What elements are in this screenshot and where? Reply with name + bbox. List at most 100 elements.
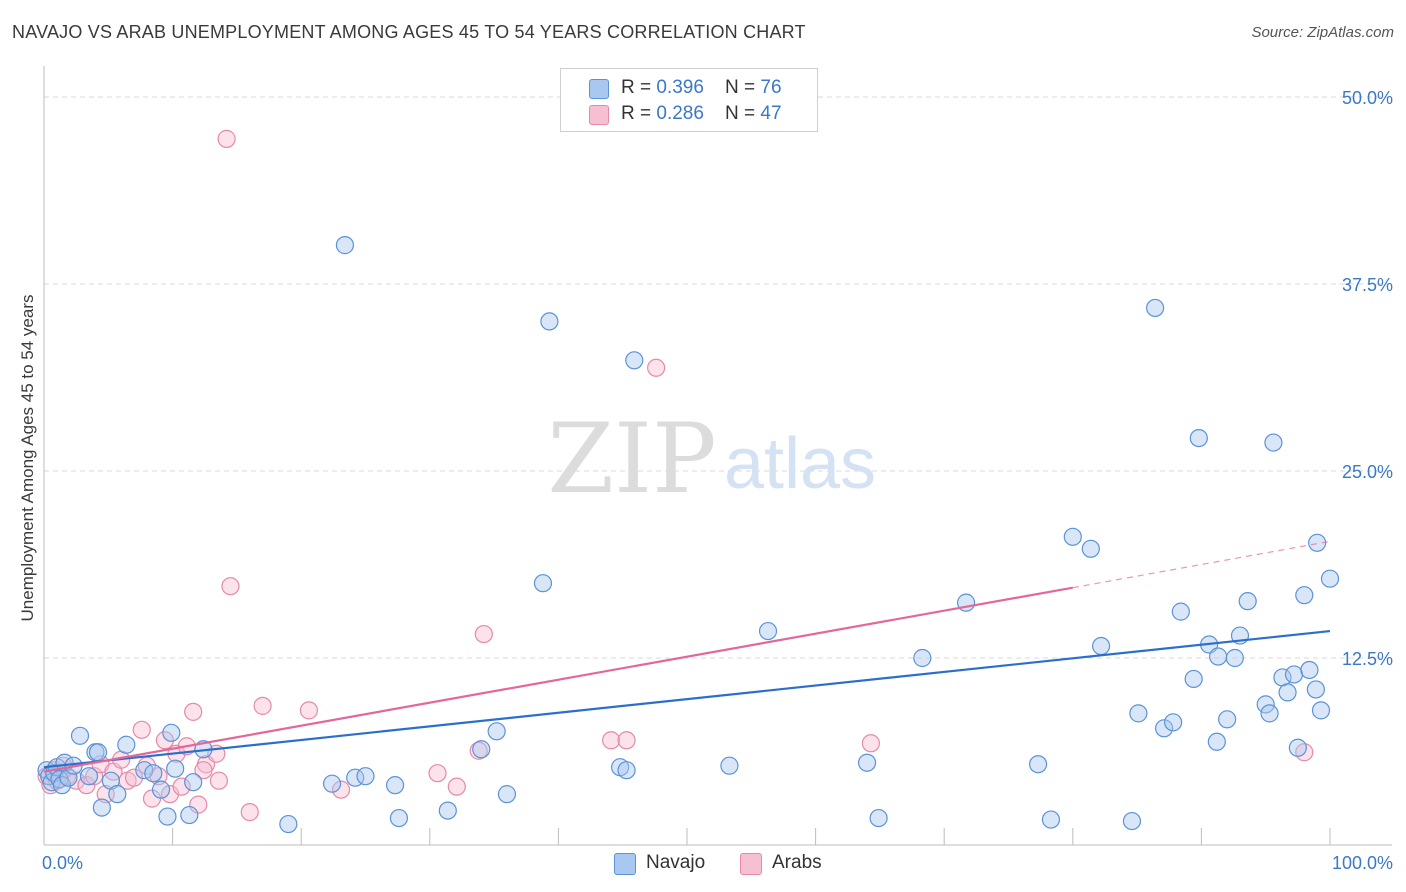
x-tick-label-1: 100.0% <box>1332 853 1393 873</box>
navajo-point <box>497 785 517 804</box>
navajo-point <box>1184 669 1203 689</box>
navajo-point <box>1041 810 1061 829</box>
navajo-n-value: 76 <box>760 77 782 98</box>
arabs-r-label: R = <box>621 103 657 124</box>
arabs-legend-swatch <box>740 853 762 875</box>
navajo-point <box>88 743 108 762</box>
navajo-point <box>279 814 298 834</box>
navajo-point <box>1155 719 1174 738</box>
navajo-point <box>1146 298 1165 318</box>
x-tick-label-0: 0.0% <box>42 853 83 873</box>
navajo-point <box>1209 647 1228 666</box>
navajo-point <box>869 808 888 828</box>
arabs-point <box>217 129 236 148</box>
navajo-point <box>1189 428 1208 448</box>
arabs-point <box>209 771 228 790</box>
arabs-legend-label: Arabs <box>772 852 822 873</box>
navajo-point <box>1288 738 1307 757</box>
arabs-point <box>155 731 174 750</box>
navajo-point <box>487 722 506 741</box>
navajo-point <box>540 312 559 331</box>
arabs-trend-extension <box>1072 540 1331 589</box>
navajo-point <box>1295 586 1314 605</box>
navajo-point <box>166 759 185 778</box>
y-tick-label-3: 50.0% <box>1342 88 1393 108</box>
navajo-point <box>79 767 99 786</box>
arabs-point <box>647 358 666 377</box>
navajo-point <box>617 761 636 780</box>
watermark-atlas: atlas <box>724 424 876 504</box>
arabs-swatch <box>589 105 609 125</box>
navajo-point <box>1278 683 1297 702</box>
navajo-point <box>389 808 409 828</box>
trend-lines <box>43 540 1331 773</box>
navajo-point <box>1081 539 1100 558</box>
axes <box>43 66 1392 846</box>
navajo-point <box>438 801 457 820</box>
navajo-r-value: 0.396 <box>656 77 704 98</box>
correlation-legend: R = 0.396 N = 76 R = 0.286 N = 47 <box>560 68 818 132</box>
navajo-point <box>151 780 171 799</box>
navajo-point <box>1308 533 1327 552</box>
navajo-point <box>356 767 375 786</box>
navajo-point <box>913 648 932 668</box>
arabs-n-value: 47 <box>760 103 782 124</box>
navajo-point <box>322 774 342 793</box>
arabs-point <box>602 731 621 750</box>
navajo-n-label: N = <box>725 77 761 98</box>
arabs-point <box>184 702 203 721</box>
navajo-swatch <box>589 79 609 99</box>
y-tick-label-2: 37.5% <box>1342 275 1393 295</box>
navajo-point <box>1264 433 1283 452</box>
chart-title: NAVAJO VS ARAB UNEMPLOYMENT AMONG AGES 4… <box>12 22 806 42</box>
navajo-trend-line <box>43 629 1331 769</box>
navajo-point <box>1260 704 1279 723</box>
navajo-point <box>1164 713 1183 732</box>
watermark-zip: ZIP <box>547 403 716 515</box>
navajo-point <box>117 735 136 754</box>
navajo-point <box>1238 592 1257 611</box>
y-tick-label-0: 12.5% <box>1342 649 1393 669</box>
navajo-point <box>1320 569 1340 588</box>
arabs-n-label: N = <box>725 103 761 124</box>
arabs-point <box>221 577 240 596</box>
navajo-point <box>720 756 739 775</box>
gridlines <box>44 96 1392 659</box>
navajo-point <box>144 764 163 783</box>
navajo-point <box>1063 527 1082 546</box>
y-tick-label-1: 25.0% <box>1342 462 1393 482</box>
navajo-point <box>335 236 355 255</box>
navajo-point <box>70 726 90 745</box>
arabs-point <box>428 764 447 783</box>
arabs-point <box>331 780 351 799</box>
navajo-point <box>1300 660 1319 680</box>
navajo-points <box>37 236 1340 834</box>
navajo-point <box>1122 811 1142 831</box>
arabs-point <box>253 696 272 715</box>
navajo-point <box>184 773 203 792</box>
navajo-point <box>1284 665 1304 684</box>
y-axis-label: Unemployment Among Ages 45 to 54 years <box>18 294 37 622</box>
navajo-point <box>1306 680 1325 699</box>
navajo-legend-swatch <box>614 853 636 875</box>
navajo-point <box>1129 704 1148 723</box>
navajo-point <box>758 621 778 641</box>
arabs-point <box>172 777 191 796</box>
arabs-trend-line <box>43 586 1073 773</box>
navajo-point <box>385 776 405 795</box>
navajo-point <box>533 574 553 593</box>
arabs-point <box>132 720 151 739</box>
navajo-point <box>1218 710 1237 729</box>
arabs-point <box>194 761 213 780</box>
arabs-r-value: 0.286 <box>656 103 704 124</box>
arabs-point <box>240 802 259 822</box>
navajo-point <box>1225 648 1244 668</box>
navajo-legend-label: Navajo <box>646 852 706 873</box>
arabs-point <box>447 777 466 796</box>
navajo-point <box>857 753 877 772</box>
navajo-point <box>162 723 181 742</box>
navajo-point <box>625 351 644 370</box>
arabs-point <box>189 795 208 814</box>
arabs-point <box>124 768 144 787</box>
